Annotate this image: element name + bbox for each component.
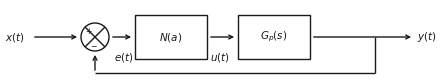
Text: $G_p(s)$: $G_p(s)$ — [260, 30, 288, 44]
Text: $y(t)$: $y(t)$ — [417, 30, 437, 44]
Bar — [135, 15, 207, 59]
Text: −: − — [90, 43, 97, 52]
Text: $e(t)$: $e(t)$ — [114, 50, 134, 64]
Text: $x(t)$: $x(t)$ — [5, 31, 25, 43]
Text: $u(t)$: $u(t)$ — [210, 50, 230, 64]
Bar — [238, 15, 310, 59]
Text: $N(a)$: $N(a)$ — [159, 31, 183, 43]
Text: +: + — [85, 27, 91, 36]
